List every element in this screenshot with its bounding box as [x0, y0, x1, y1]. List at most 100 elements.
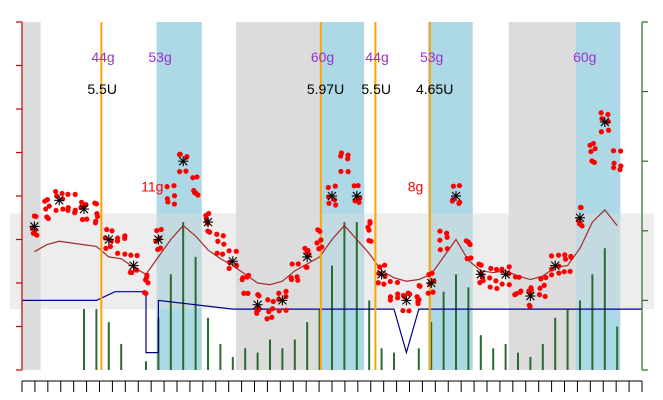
glucose-point — [53, 188, 59, 195]
glucose-point — [338, 168, 344, 175]
glucose-point — [104, 226, 110, 233]
marker-stroke — [600, 117, 610, 127]
glucose-point — [34, 232, 40, 238]
glucose-point — [171, 201, 178, 207]
glucose-point — [382, 273, 388, 279]
glucose-point — [288, 275, 294, 281]
glucose-point — [444, 230, 450, 236]
activity-bar — [231, 356, 234, 370]
marker-stroke — [377, 269, 386, 279]
calibration-marker — [227, 256, 238, 267]
glucose-point — [184, 154, 190, 160]
glucose-point — [171, 193, 178, 199]
glucose-point — [43, 206, 49, 212]
marker-stroke — [327, 191, 337, 201]
dose-label: 5.97U — [307, 81, 344, 97]
glucose-point — [276, 308, 282, 314]
marker-stroke — [278, 296, 287, 305]
glucose-point — [407, 291, 413, 297]
meal-label: 60g — [573, 49, 596, 65]
glucose-point — [578, 204, 584, 211]
marker-stroke — [228, 256, 238, 266]
glucose-point — [561, 269, 567, 275]
calibration-marker — [302, 251, 313, 262]
glucose-point — [84, 216, 90, 222]
glucose-point — [611, 160, 617, 166]
glucose-point — [195, 192, 201, 198]
blue-period-band — [156, 22, 202, 370]
calibration-marker — [128, 260, 139, 271]
glucose-point — [549, 272, 555, 278]
glucose-point — [158, 226, 164, 233]
calibration-marker — [203, 217, 213, 228]
glucose-point — [191, 187, 197, 194]
dose-label: 4.65U — [416, 81, 453, 97]
glucose-point — [477, 280, 483, 286]
glucose-point — [556, 270, 562, 276]
carb-label: 53g — [420, 49, 443, 65]
glucose-point — [395, 291, 401, 297]
glucose-point — [233, 248, 239, 254]
dose-label: 5.5U — [361, 81, 391, 97]
glucose-point — [241, 290, 247, 296]
activity-bar — [207, 317, 209, 370]
glucose-point — [417, 283, 423, 289]
glucose-point — [444, 234, 450, 240]
glucose-point — [283, 288, 289, 294]
glucose-point — [375, 280, 381, 286]
glucose-point — [605, 111, 611, 118]
glucose-point — [567, 268, 573, 275]
activity-bar — [355, 222, 358, 370]
glucose-point — [598, 110, 604, 116]
glucose-point — [276, 296, 282, 302]
calibration-marker — [153, 234, 164, 245]
marker-stroke — [402, 296, 411, 305]
glucose-point — [394, 279, 401, 286]
activity-bar — [417, 348, 420, 370]
glucose-point — [154, 227, 160, 234]
marker-stroke — [253, 300, 262, 310]
glucose-point — [598, 129, 605, 135]
glucose-point — [414, 294, 420, 300]
blue-period-band — [428, 22, 473, 370]
glucose-point — [194, 174, 200, 180]
glucose-point — [122, 235, 128, 241]
glucose-point — [366, 227, 372, 233]
glucose-point — [183, 168, 189, 174]
activity-bar — [616, 326, 619, 370]
glucose-point — [302, 245, 308, 251]
marker-stroke — [501, 269, 510, 279]
glucose-point — [60, 206, 66, 212]
activity-bar — [492, 348, 495, 370]
glucose-point — [295, 277, 301, 283]
marker-stroke — [526, 291, 535, 301]
activity-bar — [83, 309, 85, 370]
glucose-point — [92, 220, 99, 226]
glucose-point — [487, 275, 493, 281]
glucose-point — [542, 293, 548, 300]
glucose-point — [206, 210, 212, 217]
glucose-point — [270, 298, 276, 305]
glucose-point — [395, 295, 401, 301]
carb-label: 60g — [311, 49, 334, 65]
glucose-point — [437, 237, 443, 243]
glucose-point — [355, 182, 361, 189]
activity-bar — [455, 274, 457, 370]
glucose-point — [316, 246, 322, 252]
marker-stroke — [79, 204, 89, 214]
activity-bar — [107, 322, 110, 370]
glucose-point — [332, 183, 338, 189]
activity-bar — [579, 300, 581, 370]
calibration-marker — [376, 269, 387, 280]
glucose-point — [351, 183, 357, 189]
marker-stroke — [154, 235, 163, 244]
calibration-marker — [575, 212, 585, 223]
glucose-point — [387, 294, 394, 300]
glucose-point — [254, 310, 260, 316]
glucose-point — [381, 281, 387, 287]
calibration-marker — [525, 291, 536, 302]
activity-bar — [95, 309, 98, 370]
calibration-marker — [475, 269, 486, 280]
activity-bar — [380, 348, 383, 370]
